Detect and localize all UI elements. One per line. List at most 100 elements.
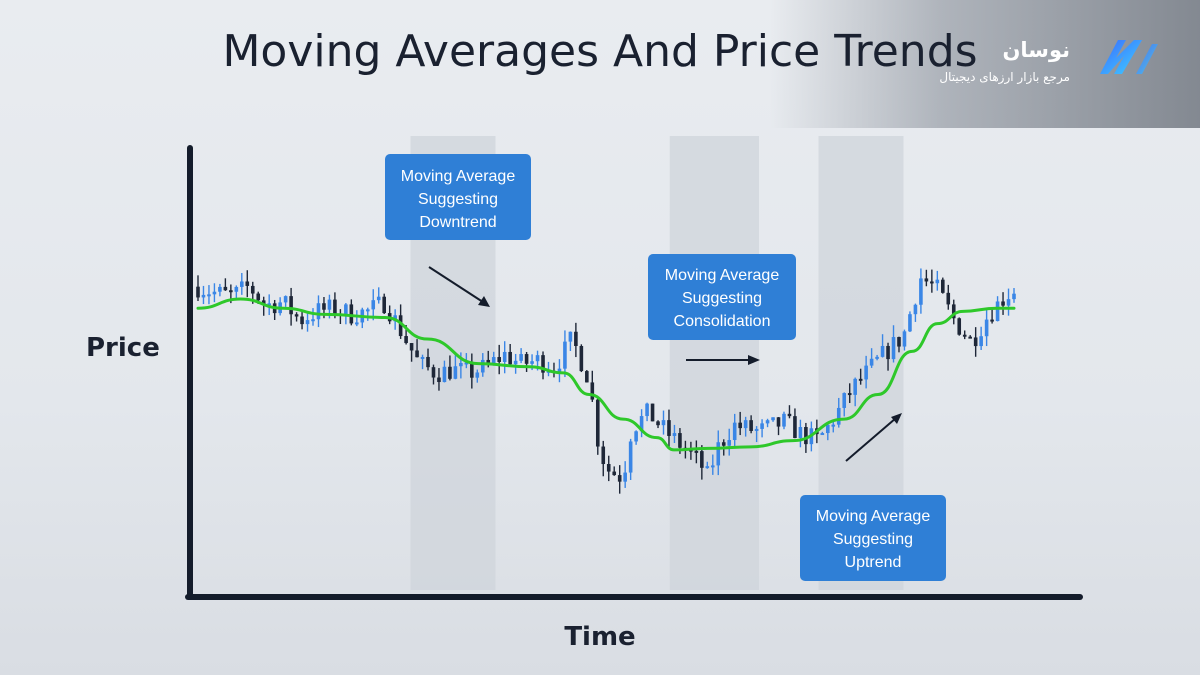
bearish-candle (886, 345, 890, 360)
bullish-candle (371, 300, 376, 310)
bullish-candle (891, 337, 896, 360)
bearish-candle (787, 413, 792, 417)
bullish-candle (480, 359, 485, 373)
bearish-candle (300, 316, 304, 325)
bearish-candle (667, 420, 671, 436)
bearish-candle (541, 355, 545, 373)
bearish-candle (256, 293, 261, 301)
bearish-candle (497, 357, 502, 362)
bullish-candle (212, 291, 217, 295)
bearish-candle (612, 471, 617, 476)
nosan-logo-icon (1100, 40, 1158, 74)
bullish-candle (732, 422, 737, 441)
bearish-candle (437, 377, 441, 383)
bearish-candle (486, 359, 491, 364)
bullish-candle (623, 472, 627, 482)
bearish-candle (656, 421, 660, 426)
bearish-candle (431, 367, 436, 378)
bearish-candle (398, 315, 403, 337)
annotation-consolidation-line-2: Suggesting (682, 290, 762, 307)
bearish-candle (261, 300, 266, 305)
bearish-candle (245, 281, 250, 286)
bullish-candle (661, 420, 666, 426)
annotation-box-consolidation (648, 254, 796, 340)
bullish-candle (519, 354, 523, 361)
annotation-consolidation: Moving Average Suggesting Consolidation (648, 254, 796, 340)
bullish-candle (513, 360, 518, 365)
bearish-candle (382, 296, 387, 314)
bullish-candle (201, 294, 206, 298)
bearish-candle (946, 292, 951, 305)
bearish-candle (804, 427, 808, 445)
arrowhead-consolidation (748, 355, 760, 365)
bullish-candle (344, 304, 348, 315)
bullish-candle (634, 431, 638, 442)
bullish-candle (453, 366, 458, 379)
chart-title: Moving Averages And Price Trends (222, 26, 978, 77)
bullish-candle (316, 303, 321, 320)
bullish-candle (853, 378, 857, 395)
bullish-candle (771, 417, 775, 421)
bearish-candle (289, 296, 293, 315)
bullish-candle (376, 296, 381, 301)
bearish-candle (858, 378, 863, 381)
bearish-candle (1001, 301, 1005, 306)
bullish-candle (459, 363, 463, 367)
bullish-candle (902, 331, 907, 347)
arrowhead-uptrend (891, 413, 902, 424)
bullish-candle (705, 466, 710, 469)
bearish-candle (957, 318, 962, 335)
bullish-candle (913, 304, 918, 315)
bearish-candle (650, 403, 655, 422)
bullish-candle (267, 303, 271, 306)
bearish-candle (595, 399, 600, 447)
bullish-candle (727, 440, 732, 446)
bullish-candle (842, 393, 847, 408)
bullish-candle (218, 286, 222, 292)
bearish-candle (223, 286, 228, 291)
bearish-candle (606, 464, 611, 472)
bearish-candle (508, 351, 512, 365)
bearish-candle (524, 354, 529, 364)
annotation-uptrend: Moving Average Suggesting Uptrend (800, 495, 946, 581)
bullish-candle (502, 351, 507, 362)
annotation-uptrend-line-3: Uptrend (845, 554, 902, 571)
bullish-candle (672, 433, 677, 436)
bullish-candle (442, 366, 447, 383)
bearish-candle (924, 278, 929, 282)
bullish-candle (869, 358, 874, 366)
bullish-candle (716, 442, 721, 466)
bullish-candle (760, 423, 764, 429)
bullish-candle (491, 357, 496, 364)
bearish-candle (322, 303, 326, 310)
bullish-candle (995, 301, 1000, 322)
bullish-candle (645, 403, 649, 417)
bullish-candle (535, 355, 540, 362)
bearish-candle (590, 382, 595, 400)
bearish-candle (968, 336, 972, 339)
bullish-candle (875, 356, 879, 359)
annotation-uptrend-line-2: Suggesting (833, 531, 913, 548)
bullish-candle (355, 322, 359, 325)
bullish-candle (305, 320, 310, 325)
bearish-candle (448, 366, 452, 379)
bullish-candle (765, 420, 770, 424)
bullish-candle (464, 362, 469, 365)
bearish-candle (349, 304, 354, 324)
bullish-candle (798, 427, 803, 439)
bearish-candle (585, 371, 589, 383)
bullish-candle (234, 286, 239, 292)
bullish-candle (836, 407, 841, 425)
highlight-band-2 (669, 136, 759, 590)
bearish-candle (229, 290, 233, 293)
bearish-candle (721, 442, 726, 446)
bullish-candle (557, 368, 562, 373)
bearish-candle (793, 416, 797, 439)
bullish-candle (530, 361, 534, 364)
bullish-candle (908, 314, 912, 332)
bullish-candle (475, 372, 480, 378)
candlesticks (196, 268, 1016, 494)
bullish-candle (754, 428, 759, 431)
y-axis-label: Price (86, 333, 160, 363)
bearish-candle (700, 451, 704, 468)
